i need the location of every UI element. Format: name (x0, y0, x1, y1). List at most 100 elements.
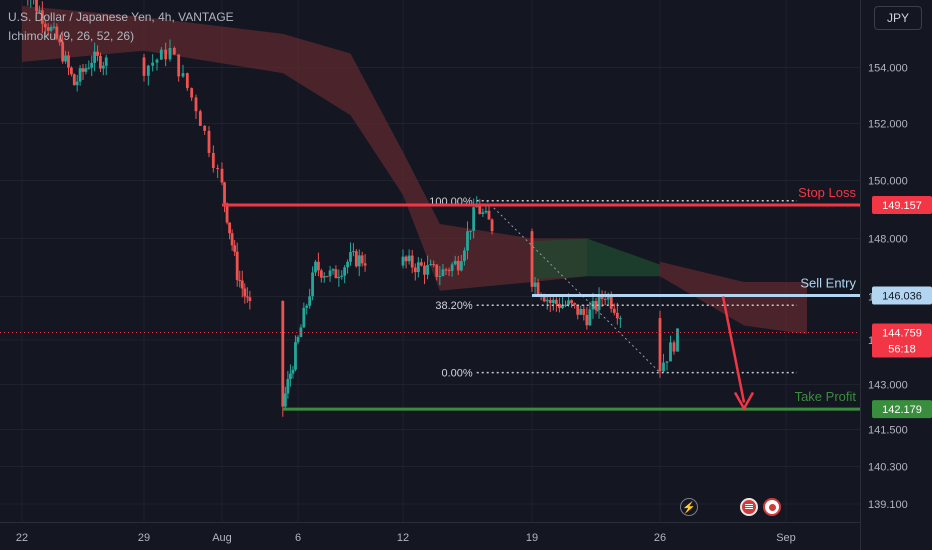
projection-arrow-head (733, 391, 755, 412)
us-flag-icon[interactable] (740, 498, 758, 516)
candle-body (238, 279, 242, 281)
currency-button[interactable]: JPY (874, 6, 922, 30)
cloud-segment (660, 261, 807, 335)
candle-body (676, 328, 679, 352)
candle-body (240, 280, 244, 289)
candle-body (305, 305, 309, 308)
candle-body (99, 55, 102, 69)
candle-body (484, 210, 488, 213)
cloud-segment (532, 238, 660, 280)
candle-body (245, 296, 249, 298)
time-tick-label: Aug (212, 532, 232, 544)
candle-body (594, 300, 598, 310)
candle-body (413, 267, 417, 273)
candle-body (669, 342, 672, 362)
cloud-segment (22, 5, 587, 291)
candle-body (576, 304, 580, 315)
candle-body (198, 111, 202, 126)
candle-body (585, 314, 589, 326)
candle-body (151, 62, 155, 66)
candle-body (314, 261, 317, 273)
candle-body (281, 301, 285, 407)
candle-body (286, 379, 290, 394)
candle-body (185, 73, 189, 89)
candle-body (172, 48, 176, 55)
candle-body (447, 270, 451, 272)
candle-body (533, 282, 537, 287)
candle-body (545, 299, 549, 302)
candle-body (423, 265, 426, 275)
price-axis: 139.100140.300141.500143.000144.500146.0… (16, 63, 932, 544)
candle-body (588, 309, 592, 326)
candle-body (78, 68, 82, 82)
time-tick-label: Sep (776, 532, 796, 544)
candle-body (618, 318, 622, 320)
candle-body (67, 55, 70, 68)
candle-body (319, 270, 323, 278)
candle-body (573, 303, 577, 305)
ichimoku-cloud (22, 5, 807, 335)
candle-body (554, 299, 558, 304)
candle-body (536, 282, 540, 294)
candle-body (289, 373, 292, 380)
flash-icon[interactable]: ⚡ (680, 498, 698, 516)
japan-flag-icon[interactable] (763, 498, 781, 516)
level-price-tag (872, 286, 932, 305)
symbol-title[interactable]: U.S. Dollar / Japanese Yen, 4h, VANTAGE (8, 10, 234, 24)
candle-body (317, 261, 320, 271)
candle-body (564, 304, 567, 306)
candle-body (401, 256, 405, 266)
candle-body (64, 55, 67, 62)
candle-body (548, 299, 552, 303)
candle-body (357, 255, 361, 267)
candle-body (248, 297, 252, 302)
price-tick-label: 143.000 (868, 380, 908, 392)
candle-body (615, 312, 619, 319)
grid (0, 0, 860, 522)
last-price-label: 144.759 (882, 327, 922, 339)
candle-body (429, 264, 433, 266)
candle-body (308, 296, 312, 306)
price-tick-label: 148.000 (868, 234, 908, 246)
candle-body (609, 296, 613, 309)
candle-body (96, 51, 99, 56)
candle-body (456, 260, 460, 271)
candle-body (469, 230, 472, 232)
fib-level-label: 38.20% (435, 300, 473, 312)
candle-body (322, 276, 326, 278)
candle-body (438, 275, 442, 277)
candle-body (207, 130, 211, 153)
candle-body (459, 261, 463, 271)
candle-body (243, 288, 247, 297)
candle-body (582, 309, 586, 315)
candle-body (558, 303, 561, 309)
candle-body (343, 267, 347, 276)
candle-body (325, 276, 329, 278)
candle-body (296, 336, 300, 343)
candle-body (283, 393, 287, 407)
time-tick-label: 29 (138, 532, 150, 544)
level-price-label: 142.179 (882, 404, 922, 416)
candle-body (420, 262, 423, 266)
time-tick-label: 6 (295, 532, 301, 544)
candle-body (658, 318, 662, 372)
candle-body (168, 48, 172, 60)
level-label: Stop Loss (798, 185, 856, 200)
level-label: Sell Entry (800, 275, 856, 290)
candle-body (570, 300, 574, 304)
indicator-legend[interactable]: Ichimoku (9, 26, 52, 26) (8, 29, 135, 43)
candle-body (363, 263, 367, 266)
candle-body (235, 251, 239, 280)
candle-body (466, 231, 469, 251)
candle-body (603, 298, 607, 300)
candle-body (490, 219, 494, 232)
candle-body (146, 65, 150, 76)
candle-body (432, 264, 436, 266)
level-price-label: 146.036 (882, 290, 922, 302)
candle-body (61, 42, 65, 62)
candle-body (142, 57, 146, 76)
candle-body (302, 307, 306, 328)
candle-body (104, 57, 108, 66)
candle-body (551, 299, 555, 303)
